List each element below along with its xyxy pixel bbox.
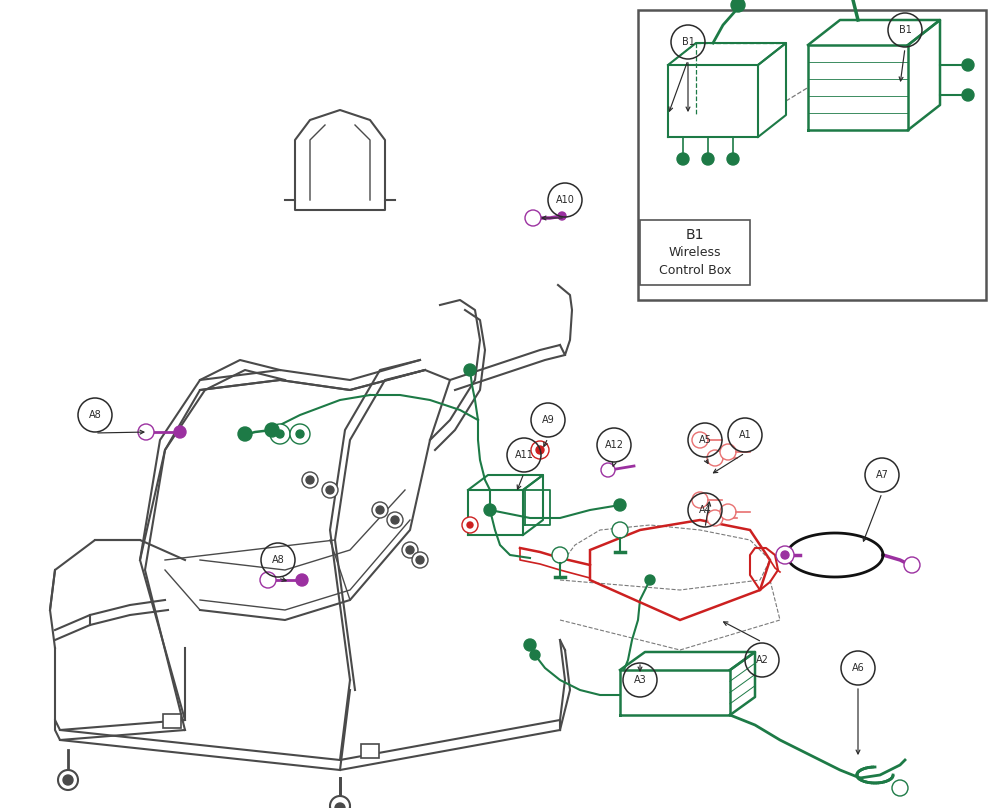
Circle shape (467, 522, 473, 528)
Circle shape (525, 210, 541, 226)
Circle shape (720, 444, 736, 460)
Circle shape (138, 424, 154, 440)
Text: A5: A5 (699, 435, 711, 445)
Text: A12: A12 (604, 440, 624, 450)
Circle shape (376, 506, 384, 514)
Circle shape (276, 430, 284, 438)
Circle shape (692, 432, 708, 448)
Circle shape (612, 522, 628, 538)
Circle shape (552, 547, 568, 563)
Text: A7: A7 (876, 470, 888, 480)
Circle shape (536, 446, 544, 454)
Circle shape (962, 89, 974, 101)
Circle shape (614, 499, 626, 511)
Circle shape (406, 546, 414, 554)
Circle shape (677, 153, 689, 165)
Circle shape (412, 552, 428, 568)
Text: Control Box: Control Box (659, 263, 731, 276)
Circle shape (296, 574, 308, 586)
Circle shape (387, 512, 403, 528)
Text: A3: A3 (634, 675, 646, 685)
Circle shape (776, 546, 794, 564)
Text: B1: B1 (899, 25, 911, 35)
Text: A1: A1 (739, 430, 751, 440)
Circle shape (326, 486, 334, 494)
Text: A6: A6 (852, 663, 864, 673)
Circle shape (464, 364, 476, 376)
Bar (640, 220, 750, 285)
Circle shape (645, 575, 655, 585)
Circle shape (372, 502, 388, 518)
Circle shape (530, 650, 540, 660)
Circle shape (335, 803, 345, 808)
Circle shape (904, 557, 920, 573)
Circle shape (174, 426, 186, 438)
Circle shape (727, 153, 739, 165)
Circle shape (892, 780, 908, 796)
Circle shape (462, 517, 478, 533)
Circle shape (484, 504, 496, 516)
Text: A4: A4 (699, 505, 711, 515)
Circle shape (306, 476, 314, 484)
Circle shape (265, 423, 279, 437)
Text: B1: B1 (682, 37, 694, 47)
Circle shape (781, 551, 789, 559)
Circle shape (63, 775, 73, 785)
Circle shape (58, 770, 78, 790)
Circle shape (731, 0, 745, 12)
Circle shape (322, 482, 338, 498)
Bar (163, 714, 181, 728)
Text: Wireless: Wireless (669, 246, 721, 259)
Circle shape (290, 424, 310, 444)
Circle shape (601, 463, 615, 477)
Circle shape (692, 492, 708, 508)
Text: B1: B1 (686, 228, 704, 242)
Circle shape (720, 504, 736, 520)
Circle shape (296, 430, 304, 438)
Circle shape (402, 542, 418, 558)
Circle shape (302, 472, 318, 488)
Circle shape (330, 796, 350, 808)
Circle shape (702, 153, 714, 165)
Bar (638, 10, 986, 300)
Circle shape (707, 510, 723, 526)
Circle shape (524, 639, 536, 651)
Circle shape (416, 556, 424, 564)
Circle shape (707, 450, 723, 466)
Circle shape (330, 798, 350, 808)
Circle shape (558, 212, 566, 220)
Text: A8: A8 (89, 410, 101, 420)
Circle shape (270, 424, 290, 444)
Text: A11: A11 (515, 450, 533, 460)
Circle shape (531, 441, 549, 459)
Text: A2: A2 (756, 655, 768, 665)
Text: A8: A8 (272, 555, 284, 565)
Circle shape (260, 572, 276, 588)
Bar (361, 744, 379, 758)
Circle shape (238, 427, 252, 441)
Circle shape (962, 59, 974, 71)
Text: A10: A10 (556, 195, 574, 205)
Circle shape (391, 516, 399, 524)
Text: A9: A9 (542, 415, 554, 425)
